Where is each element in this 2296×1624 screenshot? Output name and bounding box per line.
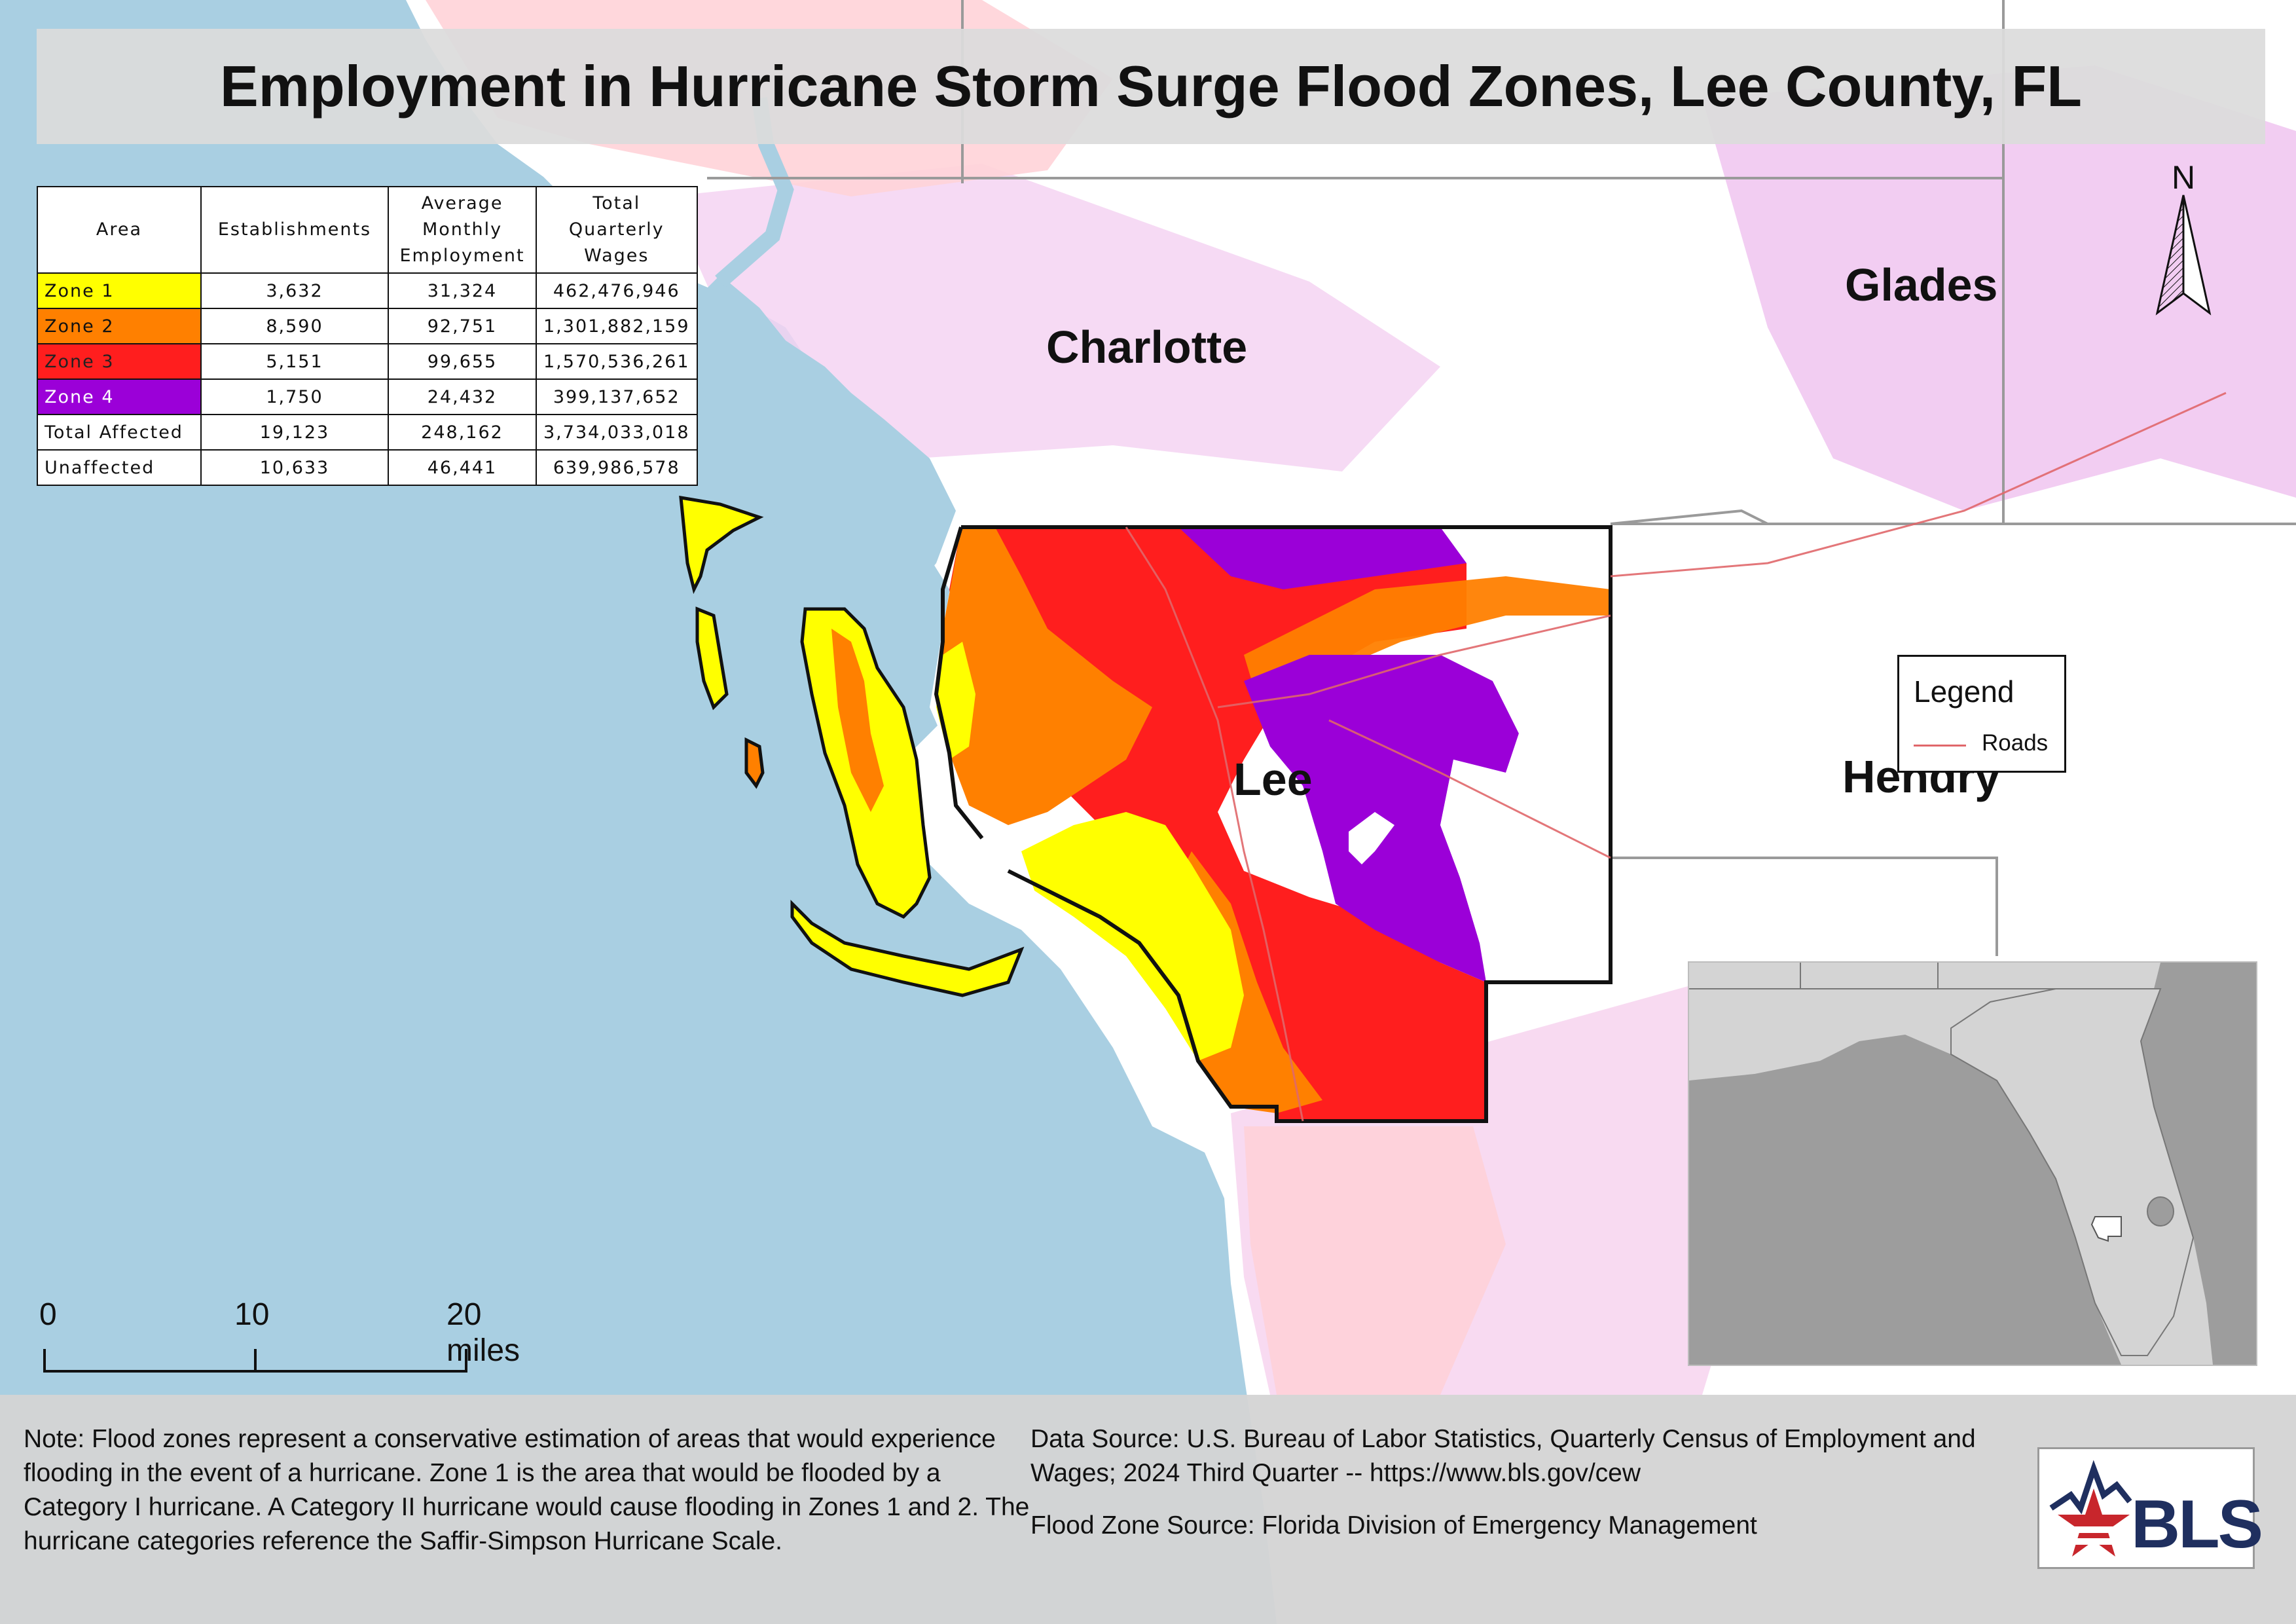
row-wages: 1,301,882,159	[536, 308, 698, 344]
row-employment: 31,324	[388, 272, 537, 309]
scale-tick	[254, 1349, 257, 1373]
zone-2-river	[1244, 576, 1611, 720]
cayo-costa	[695, 606, 729, 710]
row-establishments: 3,632	[200, 272, 389, 309]
airport-marker	[1349, 812, 1394, 864]
lee-county-outline-north	[934, 526, 984, 840]
row-area-zone-4: Zone 4	[37, 378, 202, 415]
table-row: Zone 3 5,151 99,655 1,570,536,261	[37, 343, 698, 380]
header-area: Area	[37, 186, 202, 274]
row-establishments: 10,633	[200, 449, 389, 486]
row-establishments: 19,123	[200, 414, 389, 451]
upland-tint-charlotte	[668, 164, 1440, 471]
scale-label-10: 10	[234, 1297, 270, 1332]
table-row: Zone 1 3,632 31,324 462,476,946	[37, 272, 698, 309]
scale-label-20: 20 miles	[446, 1297, 520, 1368]
inset-lee-highlight	[2090, 1216, 2122, 1242]
zone-4-north	[1178, 527, 1467, 589]
scale-bar: 0 10 20 miles	[39, 1297, 520, 1375]
header-wages-line: Wages	[584, 246, 649, 266]
gasparilla-island	[679, 495, 764, 595]
legend-roads-label: Roads	[1982, 730, 2049, 756]
header-employment-line: Employment	[399, 246, 525, 266]
scale-tick	[465, 1349, 467, 1373]
row-employment: 46,441	[388, 449, 537, 486]
inset-florida	[1950, 988, 2195, 1356]
header-establishments: Establishments	[200, 186, 389, 274]
row-employment: 99,655	[388, 343, 537, 380]
inset-map	[1688, 961, 2257, 1366]
row-wages: 399,137,652	[536, 378, 698, 415]
data-source: Data Source: U.S. Bureau of Labor Statis…	[1030, 1425, 1976, 1487]
header-employment-line: Monthly	[422, 219, 503, 240]
row-employment: 24,432	[388, 378, 537, 415]
row-wages: 639,986,578	[536, 449, 698, 486]
roads-line-icon	[1914, 745, 1966, 747]
table-row: Zone 4 1,750 24,432 399,137,652	[37, 378, 698, 415]
coastal-tint-south-2	[1244, 1126, 1506, 1395]
table-row: Total Affected 19,123 248,162 3,734,033,…	[37, 414, 698, 451]
county-label-charlotte: Charlotte	[1046, 322, 1248, 373]
bls-logo-text: BLS	[2131, 1486, 2263, 1562]
flood-zone-source: Flood Zone Source: Florida Division of E…	[1030, 1511, 1757, 1540]
row-wages: 462,476,946	[536, 272, 698, 309]
scale-tick	[43, 1349, 46, 1373]
zone-2-area	[936, 527, 1152, 825]
north-label: N	[2172, 162, 2195, 196]
row-area-total-affected: Total Affected	[37, 414, 202, 451]
row-employment: 248,162	[388, 414, 537, 451]
row-establishments: 5,151	[200, 343, 389, 380]
row-area-unaffected: Unaffected	[37, 449, 202, 486]
inset-lake	[2147, 1196, 2174, 1227]
map-title: Employment in Hurricane Storm Surge Floo…	[220, 54, 2082, 119]
footer: Note: Flood zones represent a conservati…	[0, 1395, 2296, 1624]
row-area-zone-3: Zone 3	[37, 343, 202, 380]
lee-inland-unaffected	[1440, 629, 1611, 982]
north-captiva	[744, 737, 765, 789]
row-wages: 3,734,033,018	[536, 414, 698, 451]
employment-table: Area Establishments Average Monthly Empl…	[37, 186, 698, 486]
table-row: Unaffected 10,633 46,441 639,986,578	[37, 449, 698, 486]
scale-label-0: 0	[39, 1297, 57, 1332]
legend: Legend Roads	[1897, 655, 2066, 773]
inset-atlantic	[2141, 963, 2256, 1365]
north-arrow: N	[2147, 159, 2219, 320]
lee-county-outline	[961, 525, 1613, 1123]
charlotte-harbor	[681, 275, 956, 681]
table-row: Zone 2 8,590 92,751 1,301,882,159	[37, 308, 698, 344]
county-label-glades: Glades	[1845, 259, 1998, 310]
row-wages: 1,570,536,261	[536, 343, 698, 380]
title-bar: Employment in Hurricane Storm Surge Floo…	[37, 29, 2265, 144]
table-header-row: Area Establishments Average Monthly Empl…	[37, 186, 698, 274]
header-employment: Average Monthly Employment	[388, 186, 537, 274]
row-establishments: 1,750	[200, 378, 389, 415]
pine-island-zone2	[831, 629, 884, 812]
row-area-zone-2: Zone 2	[37, 308, 202, 344]
row-establishments: 8,590	[200, 308, 389, 344]
florida-locator-map	[1689, 963, 2256, 1365]
header-wages-line: Total	[592, 193, 641, 213]
bls-star-icon	[2049, 1460, 2132, 1557]
header-employment-line: Average	[421, 193, 503, 213]
header-wages: Total Quarterly Wages	[536, 186, 698, 274]
legend-title: Legend	[1914, 674, 2014, 709]
footer-note: Note: Flood zones represent a conservati…	[24, 1425, 1030, 1555]
sanibel-island	[790, 899, 1025, 997]
row-employment: 92,751	[388, 308, 537, 344]
north-arrow-icon: N	[2155, 159, 2212, 316]
county-label-lee: Lee	[1233, 754, 1313, 805]
header-wages-line: Quarterly	[568, 219, 665, 240]
bls-logo: BLS	[2037, 1447, 2263, 1569]
inset-gulf	[1689, 1035, 2121, 1365]
row-area-zone-1: Zone 1	[37, 272, 202, 309]
roads	[1125, 392, 2227, 1122]
